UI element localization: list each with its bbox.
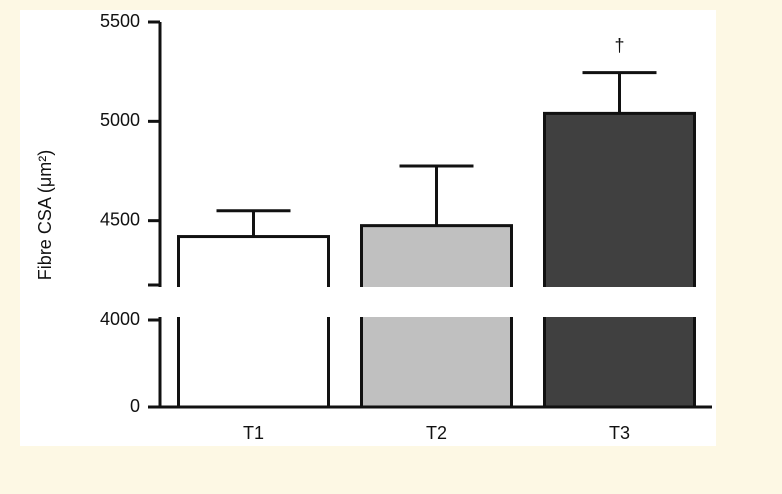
y-tick-label: 4500 bbox=[100, 209, 140, 229]
x-tick-label: T3 bbox=[609, 423, 630, 443]
y-tick-label: 5000 bbox=[100, 110, 140, 130]
bar bbox=[543, 111, 696, 409]
x-tick-label: T2 bbox=[426, 423, 447, 443]
annotation: † bbox=[614, 35, 624, 55]
y-tick-label: 0 bbox=[130, 396, 140, 416]
y-tick-label: 4000 bbox=[100, 309, 140, 329]
y-tick-label: 5500 bbox=[100, 11, 140, 31]
axis-break bbox=[150, 287, 716, 317]
bar bbox=[177, 235, 330, 409]
x-tick-label: T1 bbox=[243, 423, 264, 443]
y-axis-label: Fibre CSA (μm²) bbox=[35, 150, 55, 280]
